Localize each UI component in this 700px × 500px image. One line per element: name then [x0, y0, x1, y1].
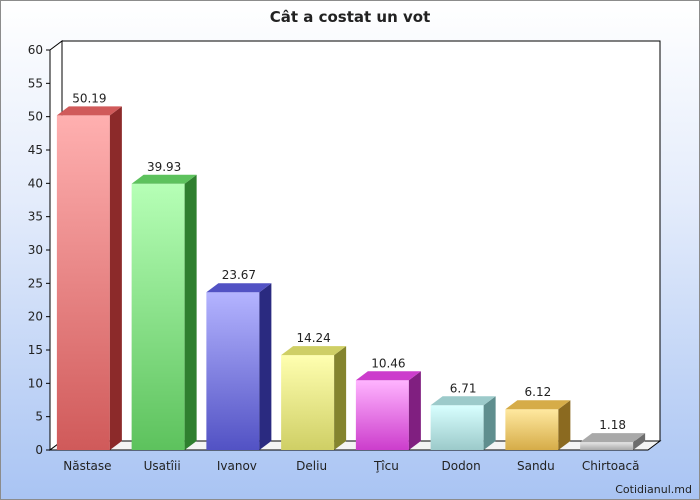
x-tick-label: Usatîii — [144, 459, 181, 473]
x-tick-label: Deliu — [296, 459, 327, 473]
x-tick-label: Ţîcu — [373, 459, 399, 473]
bar-side — [184, 174, 197, 451]
bar-front — [281, 355, 335, 450]
y-tick-label: 0 — [35, 443, 43, 457]
y-tick-label: 25 — [28, 276, 43, 290]
x-tick-label: Năstase — [63, 459, 111, 473]
bar-side — [334, 346, 347, 450]
bar-side — [408, 371, 421, 450]
bar-value-label: 10.46 — [371, 356, 405, 370]
bar-side — [558, 400, 571, 450]
x-tick-label: Ivanov — [217, 459, 257, 473]
y-tick-label: 45 — [28, 143, 43, 157]
bar-top — [206, 283, 272, 293]
y-tick-label: 60 — [28, 43, 43, 57]
y-tick-label: 50 — [28, 110, 43, 124]
y-tick-label: 35 — [28, 210, 43, 224]
bar-top — [281, 346, 347, 356]
x-tick-label: Chirtoacă — [582, 459, 640, 473]
bar-top — [56, 106, 122, 116]
bar-value-label: 39.93 — [147, 160, 181, 174]
bar-top — [355, 371, 421, 381]
bar-top — [505, 400, 571, 410]
source-credit: Cotidianul.md — [615, 483, 692, 496]
bar-front — [580, 442, 634, 450]
bar-front — [430, 405, 484, 450]
bar-value-label: 23.67 — [222, 268, 256, 282]
chart-title: Cât a costat un vot — [269, 8, 431, 26]
bar-side — [633, 433, 646, 450]
bar-side — [483, 396, 496, 450]
bar-value-label: 14.24 — [296, 331, 330, 345]
y-tick-label: 40 — [28, 176, 43, 190]
x-tick-label: Sandu — [517, 459, 555, 473]
y-tick-label: 55 — [28, 76, 43, 90]
y-tick-label: 15 — [28, 343, 43, 357]
bar-value-label: 50.19 — [72, 91, 106, 105]
bar-top — [430, 396, 496, 406]
bar-top — [131, 174, 197, 184]
bar-front — [206, 292, 260, 450]
x-tick-label: Dodon — [442, 459, 481, 473]
bar-side — [109, 106, 122, 451]
bar-front — [56, 115, 110, 451]
y-tick-label: 20 — [28, 310, 43, 324]
bar-top — [580, 433, 646, 443]
bar-value-label: 6.12 — [525, 385, 552, 399]
bar-front — [505, 409, 559, 450]
bar-front — [131, 183, 185, 451]
y-tick-label: 5 — [35, 410, 43, 424]
bar-side — [259, 283, 272, 450]
bar-value-label: 6.71 — [450, 381, 477, 395]
y-tick-label: 30 — [28, 243, 43, 257]
bar-front — [355, 380, 409, 450]
y-tick-label: 10 — [28, 376, 43, 390]
bar-value-label: 1.18 — [599, 418, 626, 432]
